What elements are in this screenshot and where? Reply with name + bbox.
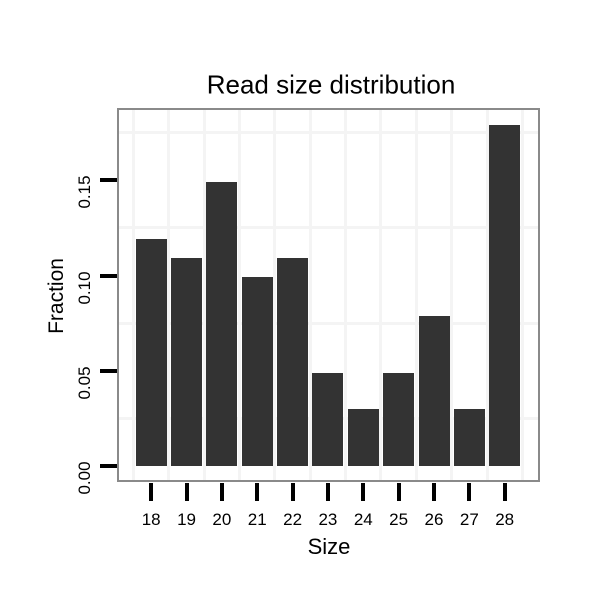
y-axis-title: Fraction [45, 258, 68, 334]
y-axis-tick [100, 178, 117, 183]
y-axis-tick [100, 368, 117, 373]
bar-20 [206, 182, 238, 466]
y-tick-label: 0.00 [75, 461, 94, 495]
bar-22 [277, 258, 309, 466]
x-axis-tick [219, 483, 224, 501]
x-axis-tick [325, 483, 330, 501]
gridline-vertical-minor [132, 110, 136, 480]
y-axis-tick [100, 273, 117, 278]
gridline-vertical-minor [167, 110, 171, 480]
bar-26 [418, 315, 450, 466]
y-tick-label: 0.15 [75, 175, 94, 209]
gridline-vertical-minor [273, 110, 277, 480]
x-tick-label: 24 [353, 510, 373, 529]
x-tick-label: 21 [247, 510, 267, 529]
x-axis-tick [255, 483, 260, 501]
gridline-vertical-minor [450, 110, 454, 480]
gridline-horizontal-minor [119, 321, 538, 325]
x-tick-label: 20 [212, 510, 232, 529]
plot-panel [117, 108, 540, 482]
x-axis-tick [149, 483, 154, 501]
x-tick-label: 23 [318, 510, 338, 529]
gridline-vertical-minor [202, 110, 206, 480]
x-axis-tick [361, 483, 366, 501]
gridline-vertical-minor [414, 110, 418, 480]
gridline-vertical-minor [238, 110, 242, 480]
x-tick-label: 28 [495, 510, 515, 529]
y-tick-label: 0.10 [75, 270, 94, 305]
x-axis-tick [467, 483, 472, 501]
x-axis-tick [432, 483, 436, 501]
gridline-vertical-minor [308, 110, 312, 480]
gridline-vertical-minor [485, 110, 489, 480]
bar-23 [312, 372, 344, 466]
bar-25 [383, 372, 415, 466]
bar-27 [453, 408, 485, 466]
bar-18 [135, 239, 167, 466]
x-axis-tick [184, 483, 189, 501]
bar-19 [171, 258, 203, 466]
bar-28 [489, 125, 521, 466]
x-axis-title: Size [307, 534, 351, 559]
gridline-horizontal-minor [119, 131, 538, 135]
x-tick-label: 18 [141, 510, 161, 529]
gridline-vertical-minor [344, 110, 348, 480]
y-axis-tick [100, 464, 117, 468]
gridline-vertical-minor [520, 110, 524, 480]
x-axis-tick [396, 483, 401, 501]
x-tick-label: 27 [459, 510, 479, 529]
chart-title: Read size distribution [206, 69, 456, 100]
x-tick-label: 26 [424, 510, 444, 529]
bar-24 [347, 408, 379, 466]
y-tick-label: 0.05 [75, 366, 94, 400]
x-axis-tick [290, 483, 295, 501]
x-tick-label: 19 [177, 510, 197, 529]
x-axis-tick [502, 483, 507, 501]
gridline-horizontal-minor [119, 226, 538, 230]
x-tick-label: 22 [283, 510, 303, 529]
bar-21 [241, 277, 273, 466]
x-tick-label: 25 [389, 510, 409, 529]
gridline-vertical-minor [379, 110, 383, 480]
